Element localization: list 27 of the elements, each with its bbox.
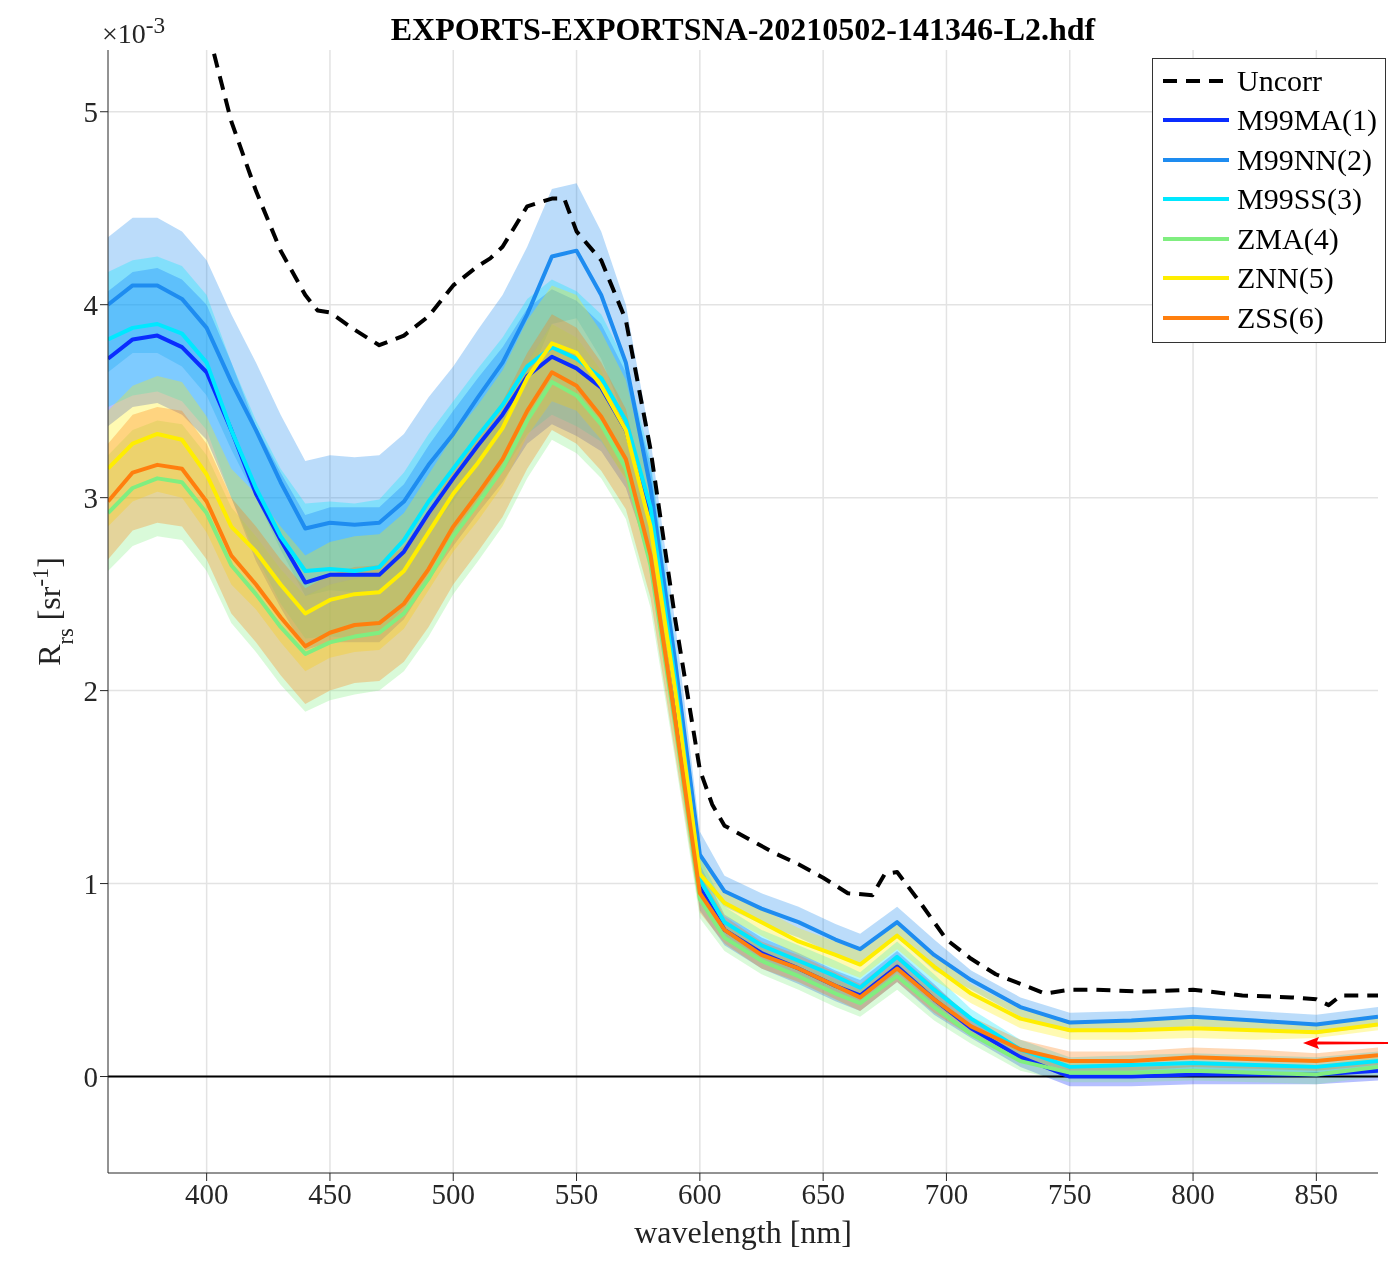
legend-label: ZNN(5) — [1237, 261, 1334, 296]
legend-label: M99NN(2) — [1237, 142, 1372, 177]
x-tick-label: 800 — [1171, 1177, 1215, 1210]
y-tick-label: 3 — [83, 481, 98, 514]
x-tick-label: 550 — [554, 1177, 599, 1210]
legend-label: M99MA(1) — [1237, 103, 1377, 138]
x-tick-label: 700 — [924, 1177, 969, 1210]
legend-label: ZSS(6) — [1237, 300, 1324, 335]
x-tick-label: 400 — [184, 1177, 229, 1210]
y-tick-label: 4 — [83, 289, 99, 321]
x-tick-label: 500 — [431, 1177, 475, 1210]
legend-label: M99SS(3) — [1237, 182, 1363, 217]
x-tick-label: 750 — [1048, 1177, 1092, 1210]
y-tick-label: 2 — [83, 674, 98, 707]
x-tick-label: 600 — [678, 1177, 722, 1210]
x-axis-title: wavelength [nm] — [634, 1214, 852, 1250]
text: ×10$^{-3}$ — [102, 12, 166, 51]
chart-title: EXPORTS-EXPORTSNA-20210502-141346-L2.hdf — [390, 11, 1096, 47]
x-tick-label: 450 — [308, 1177, 352, 1210]
y-tick-label: 1 — [83, 867, 98, 900]
y-tick-label: 0 — [83, 1060, 98, 1093]
line-series — [212, 51, 1378, 1008]
x-tick-label: 650 — [801, 1177, 845, 1210]
legend-label: ZMA(4) — [1237, 221, 1339, 256]
legend-label: Uncorr — [1237, 63, 1322, 98]
y-tick-label: 5 — [83, 96, 98, 129]
x-tick-label: 850 — [1294, 1177, 1339, 1210]
